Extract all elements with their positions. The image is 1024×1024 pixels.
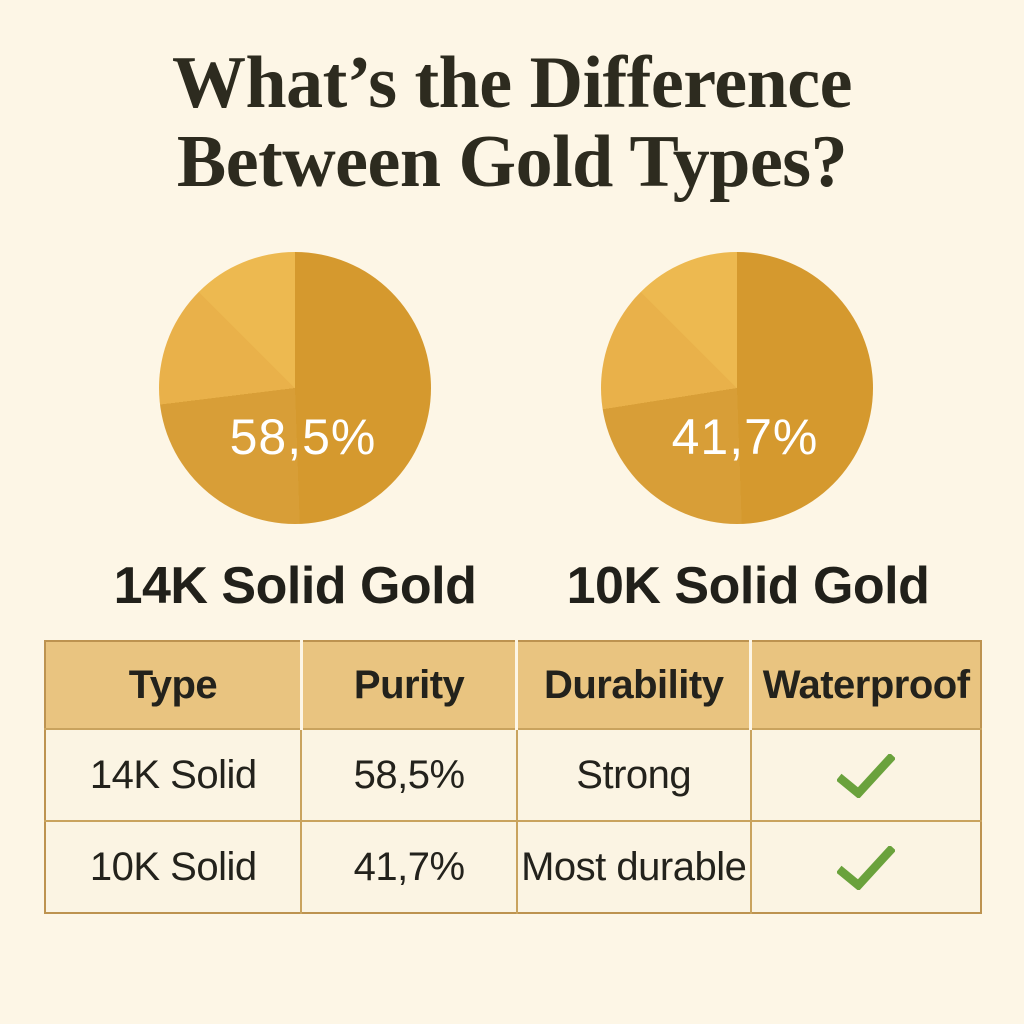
page-title: What’s the Difference Between Gold Types…: [0, 42, 1024, 204]
page-title-line-2: Between Gold Types?: [176, 121, 848, 204]
table-row: 10K Solid 41,7% Most durable: [45, 820, 981, 913]
cell-purity-10k: 41,7%: [300, 820, 517, 913]
column-header-purity: Purity: [299, 641, 517, 730]
cell-type-10k: 10K Solid: [45, 820, 302, 913]
column-header-type: Type: [45, 641, 302, 730]
cell-type-14k: 14K Solid: [45, 728, 302, 821]
pie-value-label-10k: 41,7%: [671, 409, 819, 465]
cell-purity-14k: 58,5%: [300, 728, 517, 821]
pie-chart-10k: 41,7%: [601, 252, 873, 524]
pie-caption-14k: 14K Solid Gold: [113, 557, 477, 615]
checkmark-icon: [836, 754, 895, 799]
cell-waterproof-10k: [749, 820, 981, 913]
pie-value-label-14k: 58,5%: [229, 409, 377, 465]
column-header-waterproof: Waterproof: [749, 641, 981, 730]
cell-durability-10k: Most durable: [515, 820, 751, 913]
cell-durability-14k: Strong: [515, 728, 751, 821]
pie-chart-14k: 58,5%: [159, 252, 431, 524]
checkmark-icon: [836, 846, 895, 891]
table-row: 14K Solid 58,5% Strong: [45, 728, 981, 821]
cell-waterproof-14k: [749, 728, 981, 821]
pie-caption-10k: 10K Solid Gold: [566, 557, 930, 615]
table-header-row: Type Purity Durability Waterproof: [45, 641, 981, 730]
page-title-line-1: What’s the Difference: [172, 42, 852, 124]
column-header-durability: Durability: [515, 641, 751, 730]
comparison-table: Type Purity Durability Waterproof 14K So…: [44, 640, 982, 914]
